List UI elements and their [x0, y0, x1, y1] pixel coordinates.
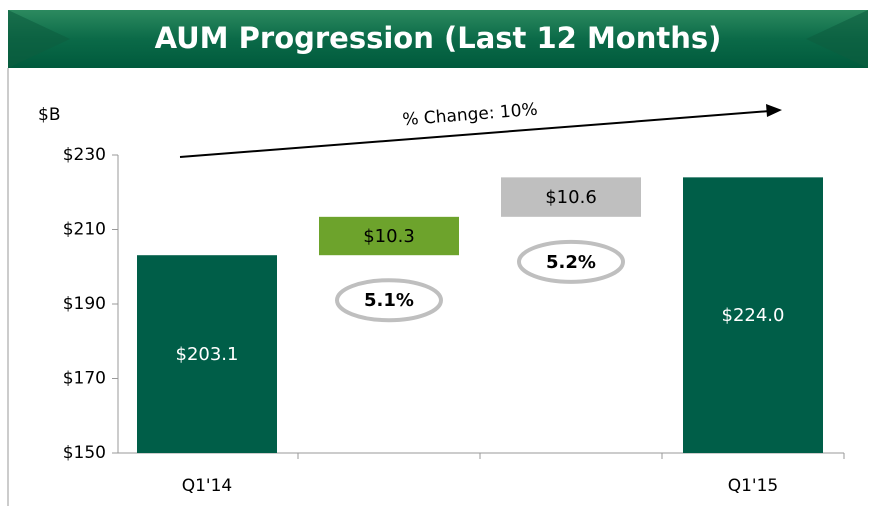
bar: [137, 255, 277, 453]
banner-edge: [806, 10, 868, 68]
value-label: $10.6: [545, 187, 597, 208]
percent-oval: [517, 239, 625, 284]
y-tick-label: $230: [63, 145, 106, 165]
x-tick-label: Q1'14: [182, 476, 233, 496]
y-tick-label: $210: [63, 220, 106, 240]
trend-arrow: [179, 110, 771, 158]
bar: [501, 177, 641, 217]
value-label: $10.3: [363, 226, 415, 247]
percent-oval: [335, 278, 443, 323]
value-label: $203.1: [176, 344, 239, 365]
value-label: $224.0: [722, 305, 785, 326]
arrow-head: [766, 104, 782, 117]
title-banner: [8, 10, 868, 68]
x-tick-label: Q1'15: [728, 476, 779, 496]
percent-label: 5.2%: [546, 252, 596, 273]
y-tick-label: $170: [63, 369, 106, 389]
chart-title: AUM Progression (Last 12 Months): [155, 21, 722, 55]
bar: [683, 177, 823, 453]
banner-edge: [8, 10, 70, 68]
annotation: % Change: 10%: [402, 100, 539, 131]
y-tick-label: $150: [63, 443, 106, 463]
percent-label: 5.1%: [364, 290, 414, 311]
bar: [319, 216, 459, 256]
y-tick-label: $190: [63, 294, 106, 314]
y-axis-label: $B: [38, 105, 60, 125]
